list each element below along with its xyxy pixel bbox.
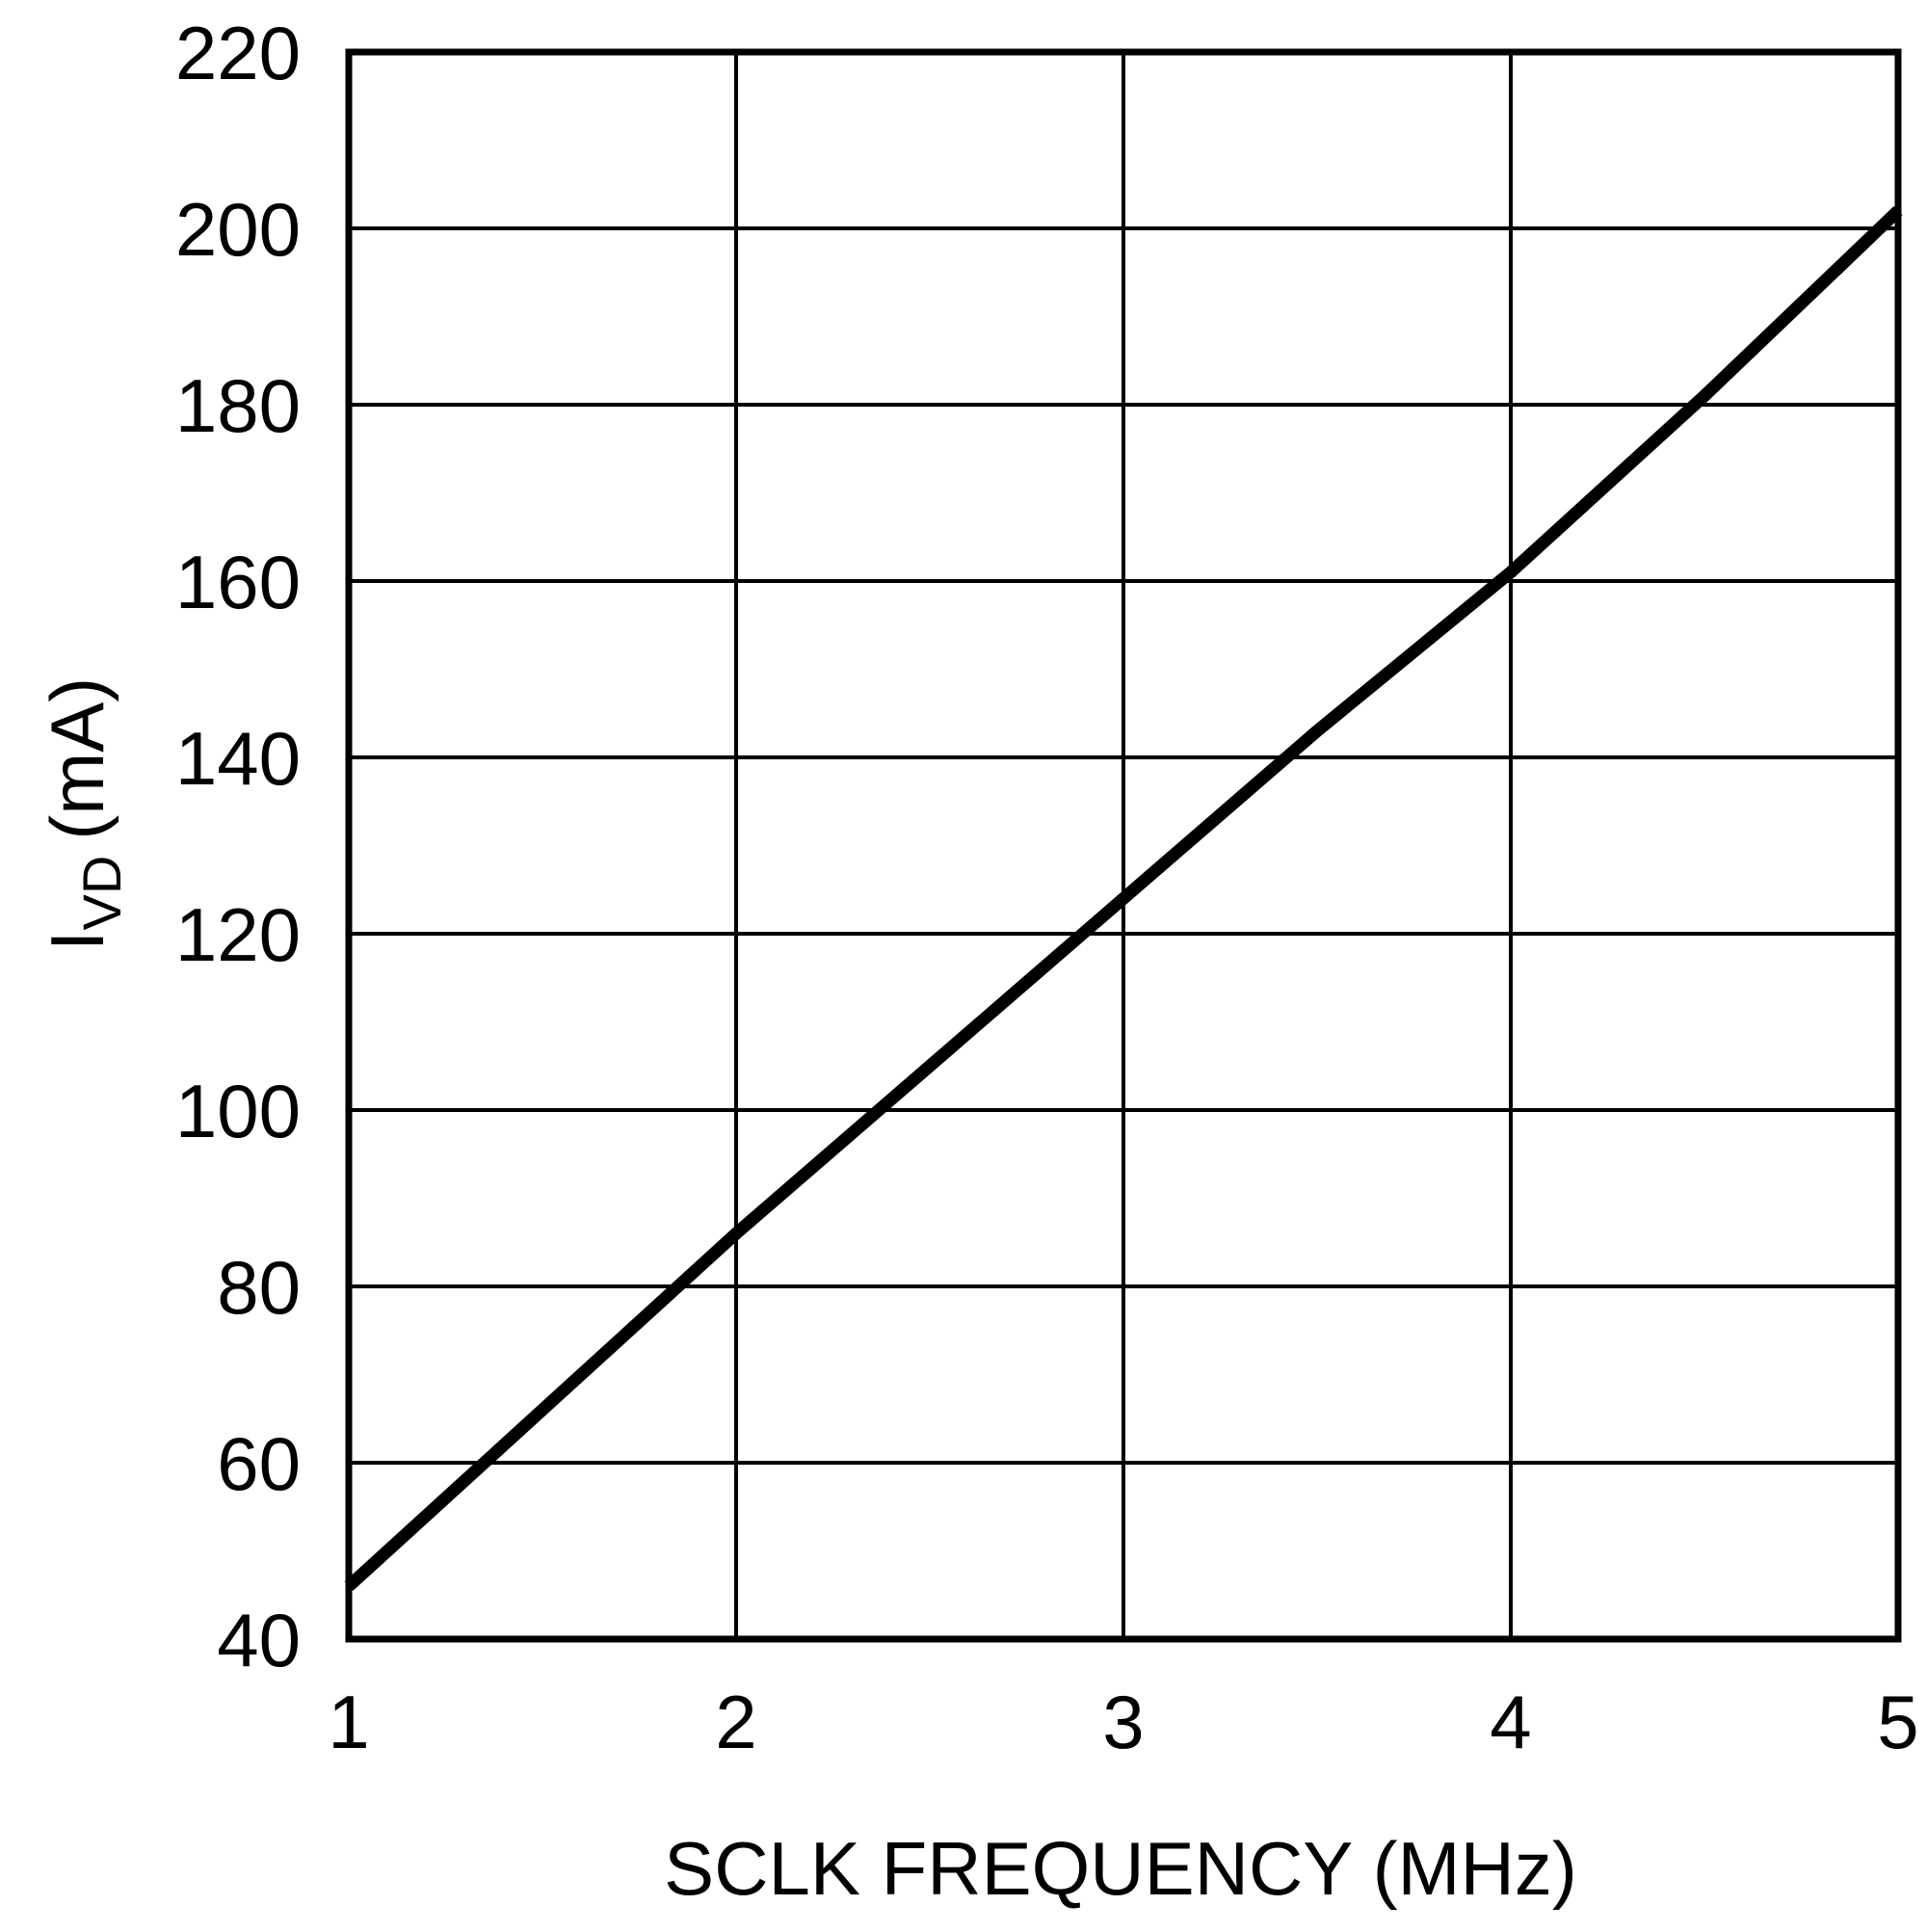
y-axis-title-main: I	[35, 931, 119, 952]
x-tick-label-2: 2	[715, 1680, 756, 1764]
y-tick-label-40: 40	[217, 1598, 301, 1682]
series-layer	[344, 206, 1903, 1591]
grid	[347, 50, 1900, 1641]
plot-border	[345, 48, 1902, 1643]
y-axis-title-unit: (mA)	[35, 677, 119, 840]
x-tick-label-5: 5	[1877, 1680, 1918, 1764]
y-tick-label-220: 220	[175, 11, 301, 95]
x-tick-label-4: 4	[1490, 1680, 1531, 1764]
series-line-0	[344, 206, 1903, 1591]
y-axis-title-subscript: VD	[71, 856, 132, 931]
x-axis-title: SCLK FREQUENCY (MHz)	[664, 1826, 1577, 1911]
y-tick-label-100: 100	[175, 1069, 301, 1153]
x-tick-labels: 1 2 3 4 5	[328, 1680, 1918, 1764]
y-axis-title: IVD (mA)	[35, 677, 132, 951]
y-tick-label-180: 180	[175, 363, 301, 448]
y-tick-label-60: 60	[217, 1421, 301, 1506]
x-tick-label-1: 1	[328, 1680, 369, 1764]
y-tick-label-120: 120	[175, 892, 301, 977]
x-tick-label-3: 3	[1102, 1680, 1144, 1764]
y-tick-label-200: 200	[175, 187, 301, 272]
y-tick-label-160: 160	[175, 540, 301, 624]
y-tick-label-80: 80	[217, 1245, 301, 1330]
y-tick-labels: 40 60 80 100 120 140 160 180 200 220	[175, 11, 301, 1682]
plot-frame	[345, 48, 1902, 1643]
y-tick-label-140: 140	[175, 716, 301, 801]
